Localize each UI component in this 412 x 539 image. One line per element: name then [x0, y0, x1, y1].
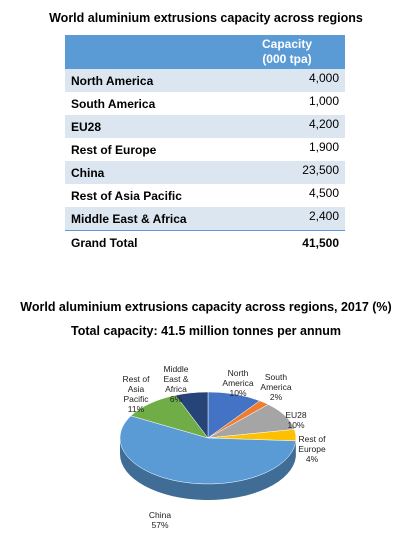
value-cell: 4,200 — [229, 115, 345, 138]
pie-label-value: 57% — [151, 520, 169, 530]
pie-label: EU28 10% — [276, 410, 316, 430]
pie-label-value: 2% — [269, 392, 283, 402]
pie-label-category: Rest of Europe — [298, 434, 326, 454]
value-cell: 4,000 — [229, 69, 345, 92]
pie-label-category: Rest of Asia Pacific — [122, 374, 150, 404]
slice — [175, 391, 209, 439]
region-cell: Rest of Asia Pacific — [71, 188, 182, 203]
value-cell: 2,400 — [229, 207, 345, 231]
pie-label-value: 6% — [169, 394, 183, 404]
pie-label-category: EU28 — [285, 410, 307, 420]
header-line: (000 tpa) — [262, 52, 312, 66]
pie-label-category: North America — [222, 368, 254, 388]
table-body: North America 4,000 South America 1,000 EU28… — [65, 69, 345, 254]
slice — [119, 415, 297, 485]
region-cell: EU28 — [65, 115, 229, 138]
total-label: Grand Total — [65, 230, 229, 254]
table-row: Middle East & Africa 2,400 — [65, 207, 345, 231]
table-row: Rest of Asia Pacific 4,500 — [65, 184, 345, 207]
region-cell: Middle East & Africa — [65, 207, 229, 231]
pie-label-category: South America — [260, 372, 292, 392]
pie-label: Rest of Europe 4% — [289, 434, 335, 464]
header-line: Capacity — [261, 37, 313, 51]
pie-label-category: China — [148, 510, 172, 520]
value-cell: 23,500 — [229, 161, 345, 184]
table-title: World aluminium extrusions capacity acro… — [49, 11, 363, 25]
pie-label-value: 10% — [287, 420, 305, 430]
pie-label: China 57% — [140, 510, 180, 530]
region-cell: China — [65, 161, 229, 184]
header-cell: Capacity (000 tpa) — [229, 35, 345, 69]
total-value: 41,500 — [229, 230, 345, 254]
pie-label-value: 4% — [305, 454, 319, 464]
header-blank — [65, 35, 229, 69]
pie-label: North America 10% — [216, 368, 260, 398]
pie-label: South America 2% — [254, 372, 298, 402]
pie-label-category: Middle East & Africa — [163, 364, 189, 394]
table-row: North America 4,000 — [65, 69, 345, 92]
pie-label: Middle East & Africa 6% — [156, 364, 196, 404]
region-cell: Rest of Europe — [71, 142, 157, 157]
chart-title: World aluminium extrusions capacity acro… — [20, 300, 392, 314]
region-cell: North America — [65, 69, 229, 92]
pie-label-value: 10% — [229, 388, 247, 398]
value-cell: 1,000 — [308, 94, 339, 108]
pie-label-value: 11% — [127, 404, 145, 414]
table-row: Rest of Europe 1,900 — [65, 138, 345, 161]
total-row: Grand Total 41,500 — [65, 230, 345, 254]
value-cell: 4,500 — [308, 186, 339, 200]
slice-side — [119, 438, 296, 501]
region-cell: South America — [71, 96, 156, 111]
value-cell: 1,900 — [308, 140, 339, 154]
table-row: China 23,500 — [65, 161, 345, 184]
pie-label: Rest of Asia Pacific 11% — [116, 374, 156, 414]
table-row: EU28 4,200 — [65, 115, 345, 138]
table-row: South America 1,000 — [65, 92, 345, 115]
capacity-table: Capacity (000 tpa) North America 4,000 Sout… — [65, 35, 345, 254]
chart-subtitle: Total capacity: 41.5 million tonnes per … — [71, 324, 341, 338]
